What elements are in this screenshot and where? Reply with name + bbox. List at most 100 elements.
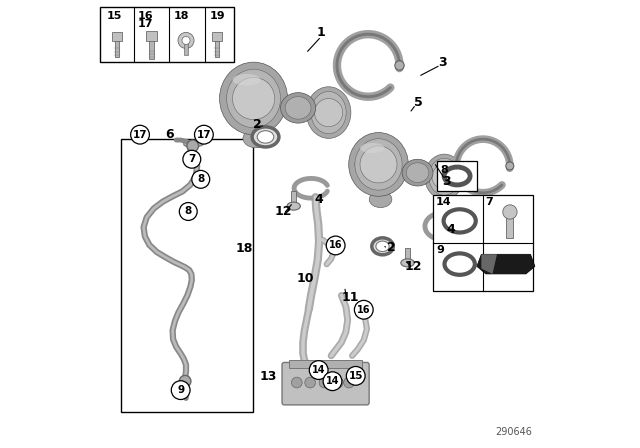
Bar	[100, 7, 234, 62]
Text: 12: 12	[405, 260, 422, 273]
Text: 4: 4	[446, 223, 455, 236]
Ellipse shape	[307, 87, 351, 138]
Bar	[433, 195, 533, 291]
Text: 3: 3	[442, 175, 451, 188]
Text: 11: 11	[342, 291, 359, 304]
Ellipse shape	[311, 91, 346, 134]
Circle shape	[309, 361, 328, 379]
Text: 18: 18	[174, 10, 189, 21]
Circle shape	[291, 377, 302, 388]
Text: 16: 16	[357, 305, 371, 315]
Circle shape	[344, 377, 355, 388]
Circle shape	[192, 170, 210, 188]
Text: 14: 14	[326, 376, 339, 386]
FancyBboxPatch shape	[147, 31, 157, 41]
Text: 9: 9	[177, 385, 184, 395]
Circle shape	[319, 377, 330, 388]
Circle shape	[506, 162, 514, 170]
Circle shape	[355, 300, 373, 319]
FancyBboxPatch shape	[282, 362, 369, 405]
Ellipse shape	[352, 155, 368, 174]
Ellipse shape	[285, 97, 311, 119]
Text: 8: 8	[440, 165, 449, 175]
Circle shape	[131, 125, 149, 144]
Text: 4: 4	[315, 194, 323, 207]
Text: 6: 6	[165, 128, 174, 141]
Text: 8: 8	[197, 174, 204, 184]
Text: 18: 18	[236, 242, 253, 255]
Ellipse shape	[372, 238, 393, 255]
Ellipse shape	[227, 69, 280, 128]
Ellipse shape	[227, 91, 239, 106]
Text: 16: 16	[138, 10, 154, 21]
Text: 13: 13	[260, 370, 277, 383]
Text: 15: 15	[106, 10, 122, 21]
Circle shape	[172, 381, 190, 400]
Text: 9: 9	[436, 245, 444, 255]
Circle shape	[395, 61, 404, 70]
Ellipse shape	[406, 163, 429, 182]
Circle shape	[178, 32, 194, 48]
Bar	[184, 39, 188, 55]
Circle shape	[195, 125, 213, 144]
Circle shape	[432, 164, 456, 189]
Ellipse shape	[360, 143, 385, 153]
Text: 1: 1	[317, 26, 326, 39]
Text: 19: 19	[209, 10, 225, 21]
Ellipse shape	[429, 158, 460, 195]
Circle shape	[326, 236, 345, 255]
Ellipse shape	[369, 191, 392, 207]
Polygon shape	[481, 254, 497, 274]
Ellipse shape	[402, 159, 433, 186]
Ellipse shape	[401, 259, 414, 267]
Ellipse shape	[223, 87, 242, 110]
Circle shape	[179, 375, 191, 387]
Circle shape	[305, 377, 316, 388]
Polygon shape	[477, 254, 535, 274]
Ellipse shape	[355, 139, 402, 190]
Circle shape	[183, 151, 201, 168]
Bar	[115, 38, 119, 57]
Text: 16: 16	[329, 241, 342, 250]
Text: 15: 15	[348, 371, 363, 381]
Circle shape	[503, 205, 517, 219]
Text: 14: 14	[436, 197, 452, 207]
Text: 7: 7	[485, 197, 493, 207]
Circle shape	[182, 36, 190, 44]
Text: 5: 5	[414, 96, 422, 109]
Ellipse shape	[349, 133, 408, 196]
Text: 14: 14	[312, 365, 325, 375]
Text: 3: 3	[438, 56, 447, 69]
Text: 7: 7	[188, 154, 195, 164]
Ellipse shape	[220, 62, 287, 135]
Ellipse shape	[257, 131, 274, 143]
Bar	[506, 216, 513, 238]
Circle shape	[333, 377, 343, 388]
Ellipse shape	[232, 74, 260, 86]
Ellipse shape	[444, 209, 476, 233]
Bar	[289, 360, 362, 368]
Text: 2: 2	[253, 118, 262, 131]
Bar	[405, 248, 410, 261]
Ellipse shape	[425, 154, 464, 199]
Ellipse shape	[287, 202, 300, 210]
Circle shape	[179, 202, 197, 220]
Text: 8: 8	[184, 207, 192, 216]
Bar	[215, 38, 220, 57]
Circle shape	[360, 146, 397, 183]
Ellipse shape	[280, 93, 316, 123]
Ellipse shape	[355, 158, 365, 171]
Ellipse shape	[376, 241, 389, 252]
Ellipse shape	[445, 254, 475, 275]
Circle shape	[346, 366, 365, 385]
Ellipse shape	[243, 129, 269, 148]
Circle shape	[232, 78, 275, 120]
Bar	[149, 38, 154, 59]
Bar	[437, 161, 477, 190]
Ellipse shape	[444, 167, 470, 185]
Circle shape	[314, 99, 342, 127]
FancyBboxPatch shape	[212, 31, 222, 41]
Circle shape	[187, 140, 198, 152]
Bar	[291, 191, 296, 204]
Circle shape	[323, 372, 342, 391]
